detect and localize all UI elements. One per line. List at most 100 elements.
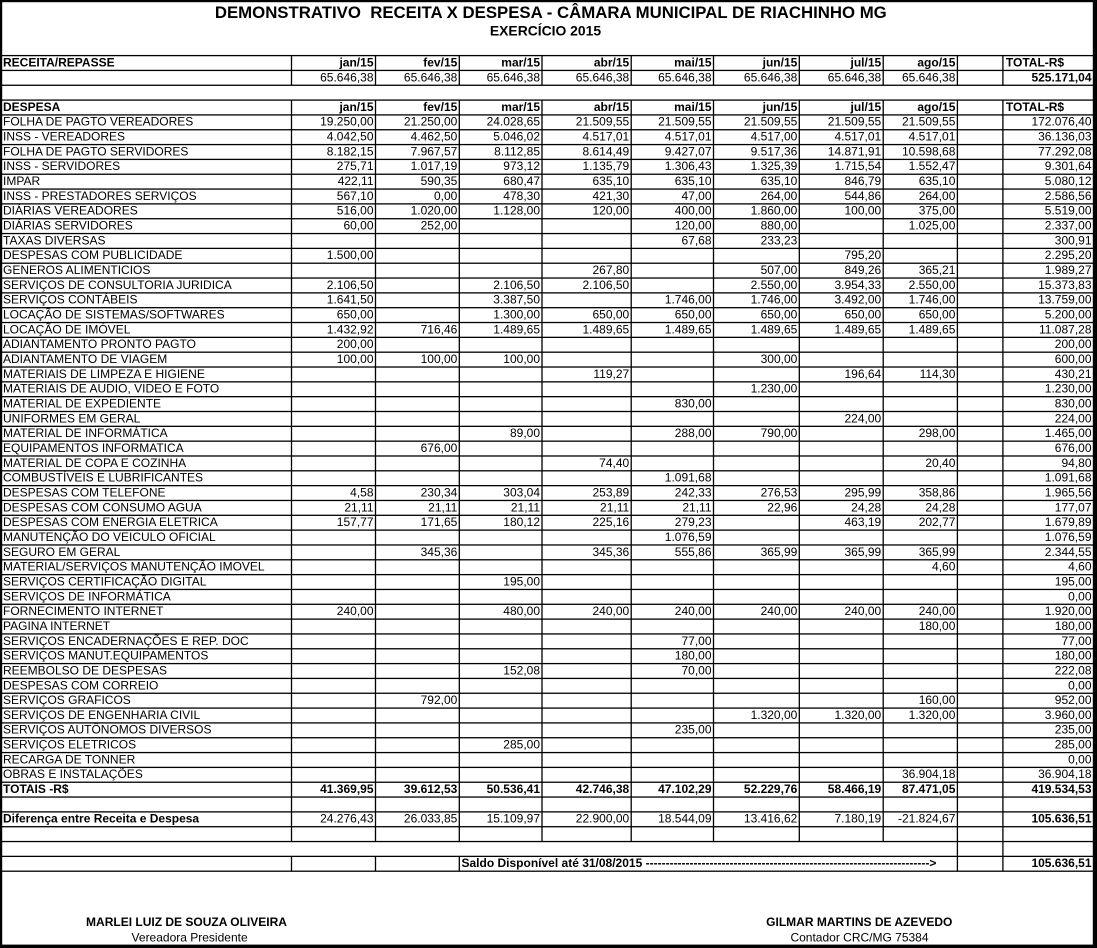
svg-text:47.102,29: 47.102,29 [658,782,712,796]
svg-text:300,91: 300,91 [1055,233,1092,247]
svg-text:SERVIÇOS CERTIFICAÇÃO DIGITAL: SERVIÇOS CERTIFICAÇÃO DIGITAL [3,574,207,588]
svg-text:41.369,95: 41.369,95 [320,782,374,796]
svg-text:21,11: 21,11 [682,500,711,514]
svg-text:42.746,38: 42.746,38 [576,782,630,796]
svg-text:1.989,27: 1.989,27 [1045,263,1092,277]
svg-text:21,11: 21,11 [600,500,629,514]
svg-text:jun/15: jun/15 [762,55,798,69]
svg-text:180,00: 180,00 [919,619,956,633]
svg-text:1.230,00: 1.230,00 [1045,382,1092,396]
svg-text:2.106,50: 2.106,50 [327,278,374,292]
svg-text:1.500,00: 1.500,00 [327,248,374,262]
svg-text:3.492,00: 3.492,00 [834,293,881,307]
svg-text:1.860,00: 1.860,00 [751,204,798,218]
svg-text:1.128,00: 1.128,00 [493,204,540,218]
svg-text:SERVIÇOS DE INFORMÁTICA: SERVIÇOS DE INFORMÁTICA [3,588,171,603]
svg-text:1.489,65: 1.489,65 [834,322,881,336]
svg-text:196,64: 196,64 [844,367,881,381]
svg-text:285,00: 285,00 [503,738,540,752]
svg-text:10.598,68: 10.598,68 [902,144,956,158]
svg-text:DESPESAS COM CORREIO: DESPESAS COM CORREIO [3,678,158,692]
svg-text:65.646,38: 65.646,38 [658,70,712,84]
svg-text:567,10: 567,10 [337,189,374,203]
svg-text:9.301,64: 9.301,64 [1045,159,1092,173]
svg-text:DEMONSTRATIVO RECEITA X DESPE: DEMONSTRATIVO RECEITA X DESPESA - CÂMARA… [215,3,887,22]
svg-text:TAXAS DIVERSAS: TAXAS DIVERSAS [3,233,105,247]
svg-text:650,00: 650,00 [761,308,798,322]
svg-text:795,20: 795,20 [844,248,881,262]
svg-text:1.025,00: 1.025,00 [909,219,956,233]
svg-text:635,10: 635,10 [675,174,712,188]
svg-text:480,00: 480,00 [503,604,540,618]
svg-text:525.171,04: 525.171,04 [1031,70,1091,84]
svg-text:TOTAL-R$: TOTAL-R$ [1006,55,1065,69]
svg-text:abr/15: abr/15 [594,55,630,69]
svg-text:DIÁRIAS SERVIDORES: DIÁRIAS SERVIDORES [3,218,133,233]
svg-text:GENEROS ALIMENTICIOS: GENEROS ALIMENTICIOS [3,263,150,277]
svg-text:24,28: 24,28 [851,500,881,514]
svg-text:-21.824,67: -21.824,67 [898,812,956,826]
svg-text:36.904,18: 36.904,18 [902,767,956,781]
svg-text:LOCAÇÃO DE IMÓVEL: LOCAÇÃO DE IMÓVEL [3,321,131,336]
svg-text:1.489,65: 1.489,65 [582,322,629,336]
svg-text:FORNECIMENTO INTERNET: FORNECIMENTO INTERNET [3,604,164,618]
svg-text:65.646,38: 65.646,38 [320,70,374,84]
svg-text:849,26: 849,26 [844,263,881,277]
svg-text:SEGURO EM GERAL: SEGURO EM GERAL [3,545,121,559]
svg-text:1.020,00: 1.020,00 [411,204,458,218]
svg-text:2.344,55: 2.344,55 [1045,545,1092,559]
svg-text:4.517,01: 4.517,01 [665,130,712,144]
svg-text:77,00: 77,00 [1061,634,1091,648]
svg-text:267,80: 267,80 [592,263,629,277]
svg-text:635,10: 635,10 [919,174,956,188]
svg-text:4,58: 4,58 [350,486,374,500]
svg-text:4.042,50: 4.042,50 [327,130,374,144]
svg-text:SERVIÇOS ELETRICOS: SERVIÇOS ELETRICOS [3,738,136,752]
svg-text:1.300,00: 1.300,00 [493,308,540,322]
svg-text:SERVIÇOS DE ENGENHARIA CIVIL: SERVIÇOS DE ENGENHARIA CIVIL [3,708,200,722]
svg-text:jan/15: jan/15 [338,100,373,114]
svg-text:1.076,59: 1.076,59 [1045,530,1092,544]
svg-text:13.759,00: 13.759,00 [1038,293,1092,307]
svg-text:8.182,15: 8.182,15 [327,144,374,158]
svg-text:285,00: 285,00 [1055,738,1092,752]
svg-text:365,99: 365,99 [761,545,798,559]
svg-text:mar/15: mar/15 [501,100,540,114]
svg-text:172.076,40: 172.076,40 [1031,115,1091,129]
svg-text:430,21: 430,21 [1055,367,1092,381]
svg-text:1.679,89: 1.679,89 [1045,515,1092,529]
svg-text:ADIANTAMENTO PRONTO PAGTO: ADIANTAMENTO PRONTO PAGTO [3,337,196,351]
svg-text:MATERIAL DE INFORMÁTICA: MATERIAL DE INFORMÁTICA [3,425,168,440]
svg-text:240,00: 240,00 [337,604,374,618]
svg-text:21.509,55: 21.509,55 [658,115,712,129]
svg-text:507,00: 507,00 [761,263,798,277]
svg-text:47,00: 47,00 [681,189,711,203]
svg-text:100,00: 100,00 [503,352,540,366]
svg-text:830,00: 830,00 [675,397,712,411]
svg-text:180,00: 180,00 [1055,649,1092,663]
svg-text:650,00: 650,00 [844,308,881,322]
svg-text:jul/15: jul/15 [850,55,882,69]
svg-text:2.106,50: 2.106,50 [582,278,629,292]
svg-text:0,00: 0,00 [434,189,458,203]
svg-text:abr/15: abr/15 [594,100,630,114]
svg-text:288,00: 288,00 [675,426,712,440]
svg-text:Diferença entre Receita e Desp: Diferença entre Receita e Despesa [3,812,199,826]
svg-text:544,86: 544,86 [844,189,881,203]
svg-text:EQUIPAMENTOS INFORMATICA: EQUIPAMENTOS INFORMATICA [3,441,184,455]
svg-text:50.536,41: 50.536,41 [487,782,541,796]
svg-text:635,10: 635,10 [761,174,798,188]
svg-text:22.900,00: 22.900,00 [576,812,630,826]
svg-text:8.614,49: 8.614,49 [582,144,629,158]
svg-text:680,47: 680,47 [503,174,540,188]
svg-text:21,11: 21,11 [511,500,540,514]
svg-text:21,11: 21,11 [428,500,457,514]
svg-text:119,27: 119,27 [593,367,629,381]
svg-text:225,16: 225,16 [592,515,629,529]
svg-text:5.080,12: 5.080,12 [1045,174,1092,188]
svg-text:1.965,56: 1.965,56 [1045,486,1092,500]
svg-text:105.636,51: 105.636,51 [1031,856,1091,870]
svg-text:65.646,38: 65.646,38 [576,70,630,84]
svg-text:202,77: 202,77 [919,515,956,529]
svg-text:1.320,00: 1.320,00 [909,708,956,722]
